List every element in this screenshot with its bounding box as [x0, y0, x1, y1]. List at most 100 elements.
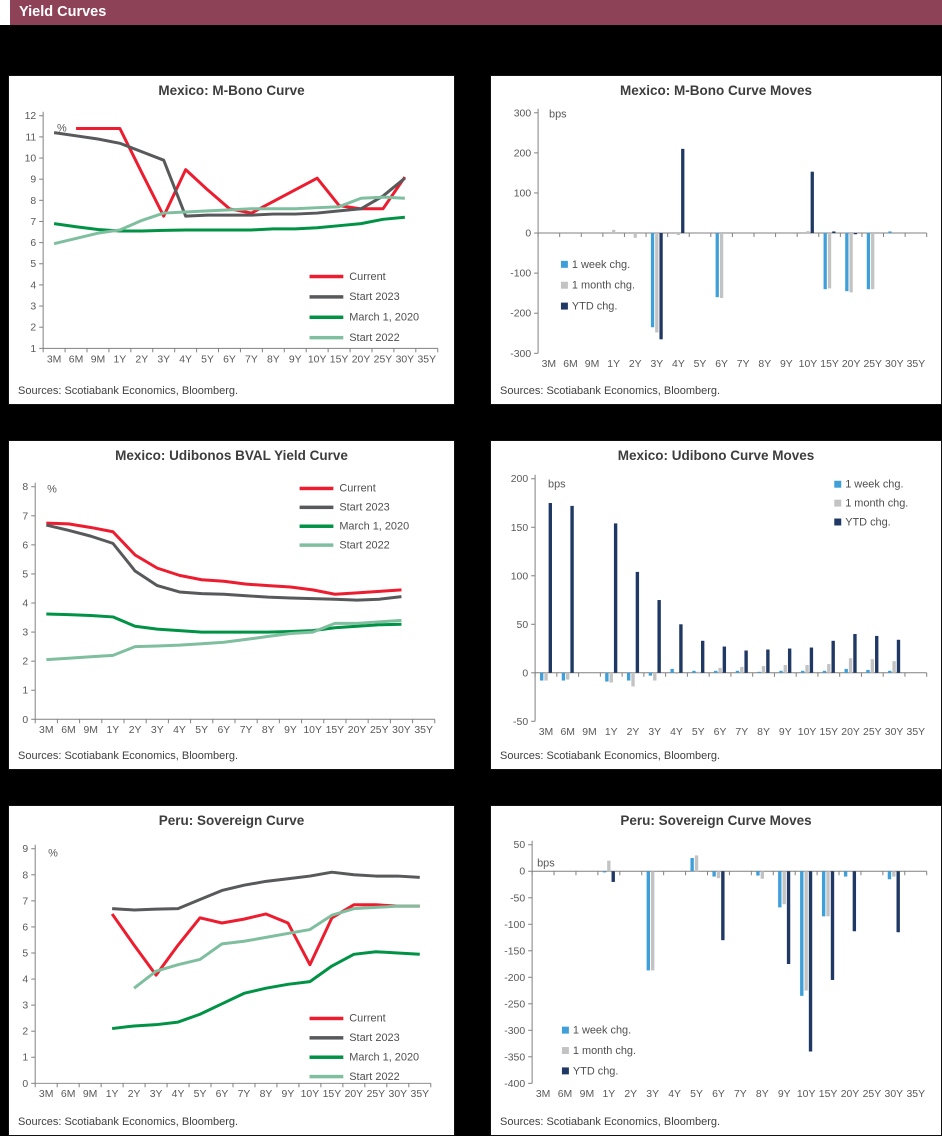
- legend-label: 1 month chg.: [572, 280, 635, 292]
- y-tick-label: 8: [30, 196, 36, 207]
- x-tick-label: 8Y: [260, 1089, 273, 1100]
- series-1-week-chg-: [602, 857, 892, 996]
- axis-unit-label: bps: [548, 479, 566, 491]
- legend-square-swatch: [834, 499, 842, 507]
- x-tick-label: 20Y: [841, 1089, 860, 1100]
- y-tick-label: 100: [514, 188, 532, 199]
- y-tick-label: 5: [22, 948, 28, 959]
- sources-note: Sources: Scotiabank Economics, Bloomberg…: [500, 1116, 721, 1128]
- axis-labels: -300 -200 -100 0 100 200 300 3M 6M 9M 1Y 2Y 3Y 4Y 5Y 6Y…: [510, 108, 925, 370]
- y-tick-label: 6: [30, 238, 36, 249]
- x-tick-label: 20Y: [841, 727, 860, 738]
- x-tick-label: 2Y: [629, 359, 642, 370]
- axes: [31, 844, 432, 1088]
- series-march-1-2020: [46, 612, 402, 634]
- x-tick-label: 3M: [536, 1089, 550, 1100]
- axis-unit-label: bps: [549, 109, 567, 121]
- x-tick-label: 9M: [83, 725, 97, 736]
- x-tick-label: 8Y: [267, 354, 280, 365]
- legend-line-swatch: [309, 1016, 344, 1021]
- legend-square-swatch: [560, 302, 568, 310]
- legend-line-swatch: [309, 335, 344, 340]
- axes: [531, 474, 928, 722]
- x-tick-label: 4Y: [179, 354, 192, 365]
- y-tick-label: 300: [514, 108, 532, 119]
- x-tick-label: 35Y: [906, 1089, 925, 1100]
- legend-label: March 1, 2020: [349, 1051, 419, 1063]
- series-march-1-2020: [111, 950, 420, 1031]
- y-tick-label: 12: [25, 111, 37, 122]
- y-tick-label: -300: [504, 1026, 525, 1037]
- series-start-2022: [53, 195, 405, 246]
- legend-square-swatch: [560, 281, 568, 289]
- axes: [31, 482, 436, 724]
- x-tick-label: 9M: [83, 1089, 97, 1100]
- x-tick-label: 7Y: [737, 359, 750, 370]
- chart-panel-peru-moves: -400 -350 -300 -250 -200 -150 -100 -50 0 50 3M 6M 9M…: [490, 805, 942, 1136]
- legend-label: March 1, 2020: [339, 520, 409, 532]
- legend: 1 week chg. 1 month chg. YTD chg.: [561, 1025, 636, 1077]
- x-tick-label: 3M: [542, 359, 556, 370]
- x-tick-label: 30Y: [392, 725, 411, 736]
- y-tick-label: -200: [504, 973, 525, 984]
- y-tick-label: 4: [22, 598, 28, 609]
- x-tick-label: 30Y: [389, 1089, 408, 1100]
- y-tick-label: 3: [30, 302, 36, 313]
- legend-square-swatch: [834, 518, 842, 526]
- axis-unit-label: %: [48, 848, 58, 860]
- x-tick-label: 9M: [582, 727, 596, 738]
- x-tick-label: 9Y: [780, 359, 793, 370]
- chart-title: Mexico: M-Bono Curve: [158, 83, 305, 98]
- y-tick-label: 1: [30, 344, 36, 355]
- x-tick-label: 10Y: [308, 354, 327, 365]
- legend-label: Current: [349, 271, 385, 283]
- y-tick-label: 0: [522, 668, 528, 679]
- x-tick-label: 35Y: [411, 1089, 430, 1100]
- x-tick-label: 3Y: [151, 725, 164, 736]
- x-tick-label: 8Y: [758, 359, 771, 370]
- x-tick-label: 2Y: [627, 727, 640, 738]
- chart-panel-peru-curve: 0 1 2 3 4 5 6 7 8 9 3M 6M 9M 1Y 2Y 3Y 4Y 5Y 6Y 7Y 8Y 9Y 10Y 15Y…: [8, 805, 455, 1136]
- x-tick-label: 5Y: [694, 359, 707, 370]
- y-tick-label: 200: [511, 474, 529, 485]
- y-tick-label: -150: [504, 946, 525, 957]
- legend-square-swatch: [560, 260, 568, 268]
- x-tick-label: 6Y: [715, 359, 728, 370]
- x-tick-label: 6M: [563, 359, 577, 370]
- legend-label: 1 week chg.: [573, 1025, 631, 1037]
- y-tick-label: 150: [511, 523, 529, 534]
- x-tick-label: 1Y: [602, 1089, 615, 1100]
- x-tick-label: 35Y: [418, 354, 437, 365]
- peru-moves-chart: -400 -350 -300 -250 -200 -150 -100 -50 0 50 3M 6M 9M…: [504, 840, 928, 1100]
- legend-square-swatch: [561, 1067, 569, 1075]
- peru-curve-chart: 0 1 2 3 4 5 6 7 8 9 3M 6M 9M 1Y 2Y 3Y 4Y 5Y 6Y 7Y 8Y 9Y 10Y 15Y…: [22, 844, 432, 1100]
- x-tick-label: 7Y: [240, 725, 253, 736]
- legend-label: YTD chg.: [572, 301, 618, 313]
- axis-unit-label: bps: [537, 858, 555, 870]
- legend-line-swatch: [309, 1036, 344, 1040]
- y-tick-label: 6: [22, 540, 28, 551]
- legend-line-swatch: [309, 1074, 344, 1079]
- series-start-2023: [53, 131, 406, 218]
- y-tick-label: 200: [514, 148, 532, 159]
- series-current: [110, 903, 420, 977]
- udibono-moves-chart: -50 0 50 100 150 200 3M 6M 9M 1Y 2Y 3Y 4Y 5Y 6Y 7Y 8Y 9Y 1…: [511, 474, 928, 738]
- sources-note: Sources: Scotiabank Economics, Bloomberg…: [18, 750, 239, 762]
- chart-panel-udibonos-curve: 0 1 2 3 4 5 6 7 8 3M 6M 9M 1Y 2Y 3Y 4Y 5Y 6Y 7Y 8Y 9Y 10Y 15Y 2…: [8, 440, 455, 770]
- x-tick-label: 20Y: [348, 725, 367, 736]
- legend-line-swatch: [309, 1055, 344, 1059]
- series-current: [76, 126, 407, 218]
- x-tick-label: 15Y: [323, 1089, 342, 1100]
- page-title: Yield Curves: [19, 4, 107, 20]
- x-tick-label: 30Y: [885, 1089, 904, 1100]
- x-tick-label: 5Y: [201, 354, 214, 365]
- chart-panel-mbono-moves: -300 -200 -100 0 100 200 300 3M 6M 9M 1Y 2Y 3Y 4Y 5Y 6Y…: [490, 75, 942, 405]
- legend-line-swatch: [299, 543, 334, 547]
- y-tick-label: -50: [513, 717, 528, 728]
- axes: [39, 111, 439, 353]
- legend-label: Start 2022: [349, 332, 399, 344]
- y-tick-label: 9: [30, 175, 36, 186]
- chart-title: Mexico: Udibonos BVAL Yield Curve: [115, 448, 348, 463]
